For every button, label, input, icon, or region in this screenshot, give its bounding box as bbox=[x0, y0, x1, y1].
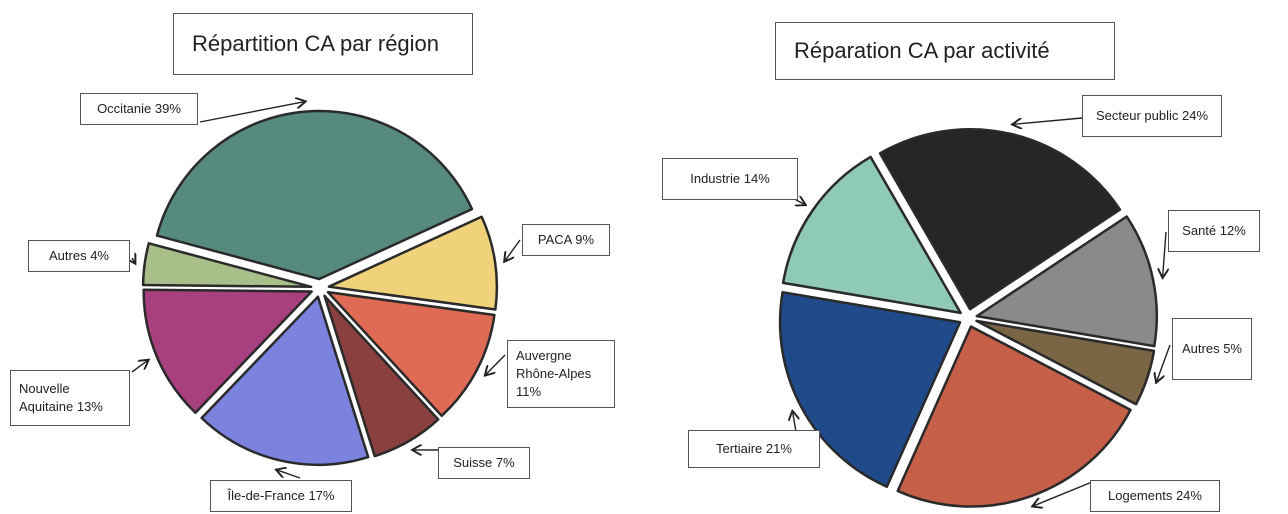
data-label: Autres 4% bbox=[28, 240, 130, 272]
pie-slice bbox=[896, 325, 1132, 508]
data-label-text: Industrie 14% bbox=[690, 170, 770, 188]
data-label: Suisse 7% bbox=[438, 447, 530, 479]
data-label: Autres 5% bbox=[1172, 318, 1252, 380]
data-label-text: Logements 24% bbox=[1108, 487, 1202, 505]
data-label-text: Suisse 7% bbox=[453, 454, 514, 472]
value-label: 13% bbox=[76, 399, 103, 414]
data-label-text: Nouvelle Aquitaine 13% bbox=[19, 380, 121, 416]
category-label: Logements bbox=[1108, 487, 1173, 503]
data-label: Logements 24% bbox=[1090, 480, 1220, 512]
value-label: 21% bbox=[765, 440, 792, 456]
data-label-text: Occitanie 39% bbox=[97, 100, 181, 118]
data-label: Île-de-France 17% bbox=[210, 480, 352, 512]
category-label: Autres bbox=[1182, 340, 1220, 356]
value-label: 4% bbox=[90, 247, 109, 263]
value-label: 12% bbox=[1219, 222, 1246, 238]
category-label: Occitanie bbox=[97, 100, 152, 116]
data-label: Industrie 14% bbox=[662, 158, 798, 200]
value-label: 7% bbox=[495, 454, 515, 470]
category-label: Auvergne Rhône-Alpes bbox=[516, 347, 592, 381]
category-label: Industrie bbox=[690, 170, 741, 186]
data-label-text: Santé 12% bbox=[1182, 222, 1246, 240]
data-label: Secteur public 24% bbox=[1082, 95, 1222, 137]
label-arrow bbox=[1157, 344, 1171, 381]
value-label: 39% bbox=[154, 100, 181, 116]
value-label: 17% bbox=[308, 487, 335, 503]
label-arrow bbox=[793, 412, 796, 433]
label-arrow bbox=[277, 470, 301, 479]
data-label: Auvergne Rhône-Alpes 11% bbox=[507, 340, 615, 408]
category-label: Autres bbox=[49, 247, 87, 263]
data-label-text: Île-de-France 17% bbox=[228, 487, 335, 505]
data-label: Santé 12% bbox=[1168, 210, 1260, 252]
data-label-text: Autres 4% bbox=[49, 247, 109, 265]
pie-slice bbox=[327, 215, 499, 311]
label-arrow bbox=[486, 354, 506, 375]
value-label: 11% bbox=[516, 384, 542, 400]
category-label: Nouvelle Aquitaine bbox=[19, 380, 74, 414]
label-arrow bbox=[505, 239, 521, 261]
pie-slice bbox=[323, 294, 440, 458]
value-label: 24% bbox=[1181, 107, 1209, 123]
data-label-text: Tertiaire 21% bbox=[716, 440, 792, 458]
pie-slice bbox=[326, 290, 496, 418]
pie-slice bbox=[878, 128, 1122, 311]
label-arrow bbox=[1033, 481, 1093, 506]
label-arrow bbox=[1013, 117, 1083, 124]
label-arrow bbox=[132, 258, 135, 263]
chart-title: Réparation CA par activité bbox=[775, 22, 1115, 80]
pie-slice bbox=[200, 295, 370, 467]
category-label: Secteur public bbox=[1095, 107, 1179, 123]
pie-slice bbox=[141, 242, 313, 289]
pie-slice bbox=[142, 288, 313, 414]
category-label: PACA bbox=[537, 231, 572, 247]
data-label: Nouvelle Aquitaine 13% bbox=[10, 370, 130, 426]
data-label-text: Auvergne Rhône-Alpes 11% bbox=[516, 347, 606, 402]
value-label: 9% bbox=[575, 231, 595, 247]
chart-title: Répartition CA par région bbox=[173, 13, 473, 75]
label-arrow bbox=[796, 200, 805, 204]
data-label-text: Autres 5% bbox=[1182, 340, 1242, 358]
category-label: Île-de-France bbox=[227, 487, 305, 503]
data-label: PACA 9% bbox=[522, 224, 610, 256]
value-label: 14% bbox=[743, 170, 770, 186]
value-label: 5% bbox=[1223, 340, 1242, 356]
data-label: Tertiaire 21% bbox=[688, 430, 820, 468]
pie-slice bbox=[781, 155, 962, 315]
label-arrow bbox=[1163, 231, 1166, 277]
category-label: Santé bbox=[1182, 222, 1217, 238]
data-label: Occitanie 39% bbox=[80, 93, 198, 125]
pie-slice bbox=[778, 290, 962, 488]
value-label: 24% bbox=[1175, 487, 1202, 503]
pie-slice bbox=[975, 215, 1159, 348]
category-label: Tertiaire bbox=[716, 440, 763, 456]
data-label-text: Secteur public 24% bbox=[1096, 107, 1208, 125]
label-arrow bbox=[131, 360, 148, 373]
pie-slice bbox=[975, 319, 1156, 406]
label-arrow bbox=[199, 102, 304, 123]
data-label-text: PACA 9% bbox=[538, 231, 594, 249]
pie-slice bbox=[155, 109, 474, 281]
category-label: Suisse bbox=[453, 454, 493, 470]
